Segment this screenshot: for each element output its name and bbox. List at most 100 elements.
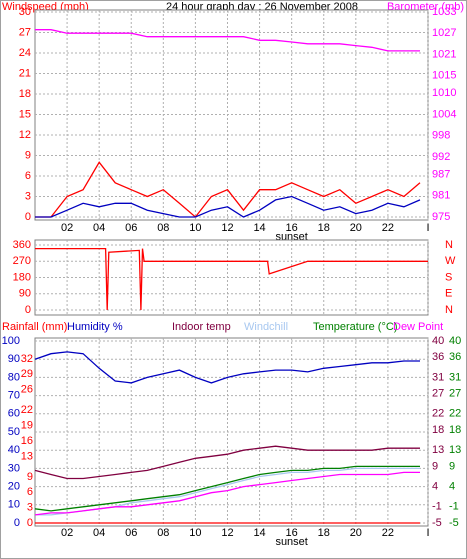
x-tick-label: 04 (93, 527, 105, 539)
y-tick-label: 15 (19, 108, 31, 120)
y-tick-label: 12 (19, 129, 31, 141)
legend-entry: Indoor temp (172, 321, 231, 333)
y-tick-label: 4 (449, 481, 455, 493)
y-tick-label: 29 (21, 368, 33, 380)
y-tick-label: 13 (449, 444, 461, 456)
y-tick-label: 40 (432, 335, 444, 347)
y-tick-label: 18 (432, 424, 444, 436)
x-tick-label: 08 (157, 222, 169, 234)
y-tick-label: 1015 (432, 70, 456, 82)
y-tick-label: S (445, 271, 452, 283)
y-tick-label: 80 (8, 371, 20, 383)
y-tick-label: 40 (8, 444, 20, 456)
y-tick-label: 27 (432, 387, 444, 399)
y-tick-label: E (445, 288, 452, 300)
y-tick-label: 90 (19, 288, 31, 300)
x-tick-label: 02 (61, 527, 73, 539)
y-tick-label: 180 (13, 271, 31, 283)
y-tick-label: 3 (27, 502, 33, 514)
x-tick-label: 04 (93, 222, 105, 234)
y-tick-label: 6 (27, 486, 33, 498)
y-tick-label: 987 (432, 168, 450, 180)
series-line (34, 351, 420, 384)
y-tick-label: 3 (25, 190, 31, 202)
y-tick-label: 16 (21, 435, 33, 447)
y-tick-label: 360 (13, 239, 31, 251)
y-tick-label: 975 (432, 211, 450, 223)
series-line (34, 445, 420, 480)
y-tick-label: 20 (8, 481, 20, 493)
x-tick-label: I (426, 222, 429, 234)
y-tick-label: 19 (21, 419, 33, 431)
y-tick-label: 10 (8, 499, 20, 511)
y-tick-label: -1 (449, 501, 459, 513)
x-tick-label: 10 (189, 527, 201, 539)
legend-entry: Humidity % (67, 321, 123, 333)
y-tick-label: 992 (432, 151, 450, 163)
x-tick-label: 12 (221, 222, 233, 234)
series-line (34, 465, 420, 512)
y-tick-label: 30 (8, 462, 20, 474)
y-tick-label: 998 (432, 130, 450, 142)
y-tick-label: N (445, 304, 453, 316)
y-tick-label: 9 (449, 460, 455, 472)
y-tick-label: 9 (432, 460, 438, 472)
x-tick-label: 08 (157, 527, 169, 539)
y-tick-label: 26 (21, 384, 33, 396)
y-tick-label: -5 (432, 517, 442, 529)
y-tick-label: 21 (19, 67, 31, 79)
y-tick-label: 18 (449, 424, 461, 436)
y-tick-label: 31 (432, 371, 444, 383)
y-tick-label: 1010 (432, 87, 456, 99)
series-line (35, 29, 420, 52)
y-tick-label: 100 (2, 335, 20, 347)
y-tick-label: 0 (27, 517, 33, 529)
x-tick-label: 16 (286, 527, 298, 539)
y-tick-label: 1021 (432, 48, 456, 60)
y-tick-label: 90 (8, 353, 20, 365)
x-tick-label: 14 (253, 222, 265, 234)
y-tick-label: 1027 (432, 27, 456, 39)
y-tick-label: 4 (432, 481, 438, 493)
y-tick-label: 31 (449, 371, 461, 383)
x-tick-label: 16 (286, 222, 298, 234)
y-tick-label: 0 (25, 211, 31, 223)
y-tick-label: N (445, 239, 453, 251)
x-tick-label: 20 (350, 527, 362, 539)
x-tick-label: 06 (125, 527, 137, 539)
x-tick-label: 22 (382, 222, 394, 234)
series-line (34, 471, 420, 516)
y-tick-label: 18 (19, 88, 31, 100)
y-tick-label: 50 (8, 426, 20, 438)
y-tick-label: 70 (8, 390, 20, 402)
y-tick-label: 22 (449, 408, 461, 420)
x-tick-label: 10 (189, 222, 201, 234)
series-line (35, 195, 421, 218)
x-tick-label: 20 (350, 222, 362, 234)
x-tick-label: 12 (221, 527, 233, 539)
y-tick-label: 27 (19, 26, 31, 38)
x-tick-label: 02 (61, 222, 73, 234)
legend-entry: Windchill (244, 321, 288, 333)
y-tick-label: 27 (449, 387, 461, 399)
y-tick-label: 13 (21, 450, 33, 462)
x-tick-label: 06 (125, 222, 137, 234)
y-tick-label: 1033 (432, 6, 456, 18)
y-tick-label: 32 (21, 353, 33, 365)
y-tick-label: 13 (432, 444, 444, 456)
y-tick-label: -1 (432, 501, 442, 513)
y-tick-label: 270 (13, 255, 31, 267)
series-line (35, 247, 428, 311)
x-tick-label: I (426, 527, 429, 539)
y-tick-label: 9 (27, 471, 33, 483)
y-tick-label: 60 (8, 408, 20, 420)
series-line (35, 161, 421, 218)
y-tick-label: 24 (19, 47, 31, 59)
legend-entry: Temperature (°C) (313, 321, 397, 333)
legend-entry: Dew Point (393, 321, 443, 333)
y-tick-label: 30 (19, 6, 31, 18)
x-tick-label: 22 (382, 527, 394, 539)
y-tick-label: 9 (25, 149, 31, 161)
y-tick-label: 36 (449, 351, 461, 363)
